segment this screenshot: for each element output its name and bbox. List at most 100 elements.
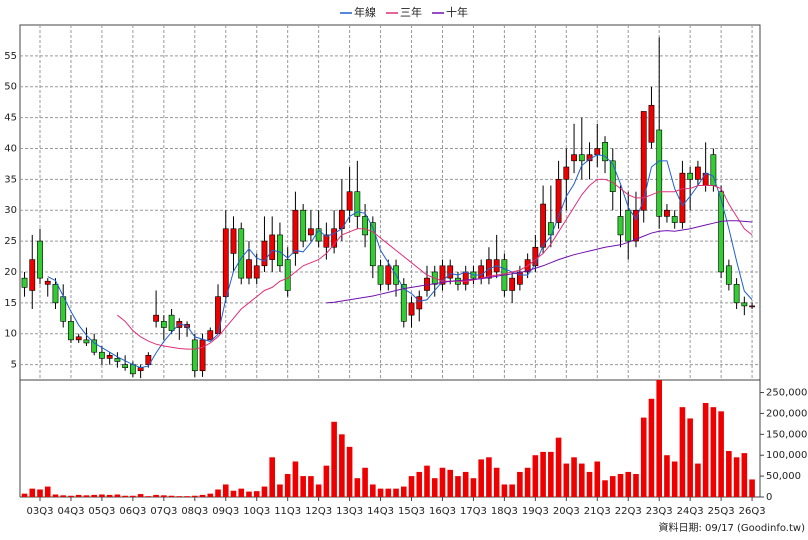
ma-line — [47, 154, 753, 369]
candle-body — [300, 209, 307, 242]
volume-bar — [161, 495, 167, 497]
volume-bar — [579, 463, 585, 497]
candle-body — [284, 259, 291, 291]
candle-body — [578, 154, 585, 162]
volume-bar — [37, 489, 43, 497]
volume-bar — [540, 451, 546, 497]
volume-bar — [323, 465, 330, 497]
volume-bar — [602, 480, 608, 497]
candle-body — [253, 265, 260, 279]
candle-body — [516, 271, 523, 285]
x-tick-label: 20Q3 — [553, 506, 580, 517]
volume-bar — [455, 476, 461, 497]
candle-body — [648, 104, 655, 143]
candle-body — [277, 234, 283, 267]
candle-body — [408, 302, 415, 316]
candle-body — [238, 228, 245, 279]
x-tick-label: 06Q3 — [119, 506, 146, 517]
y-tick-label: 250,000 — [766, 388, 807, 399]
candle-body — [563, 166, 570, 180]
candle-body — [52, 284, 59, 304]
candle-body — [246, 259, 252, 279]
volume-bar — [122, 495, 128, 497]
candle-body — [91, 339, 98, 353]
candle-body — [400, 284, 407, 322]
volume-bar — [215, 489, 221, 497]
volume-bar — [718, 411, 724, 497]
volume-bar — [300, 476, 306, 497]
volume-bar — [277, 484, 283, 497]
x-tick-label: 05Q3 — [88, 506, 115, 517]
volume-bar — [83, 495, 90, 497]
volume-bar — [253, 491, 260, 497]
volume-bar — [517, 471, 523, 497]
x-tick-label: 24Q3 — [677, 506, 704, 517]
candle-body — [447, 265, 454, 279]
candle-body — [191, 339, 198, 372]
x-tick-label: 17Q3 — [460, 506, 487, 517]
volume-bar — [114, 494, 121, 497]
volume-bar — [571, 457, 577, 497]
volume-bar — [362, 467, 368, 497]
volume-bar — [246, 491, 252, 497]
y-tick-label: 50,000 — [766, 471, 801, 482]
candle-body — [307, 228, 314, 236]
candle-body — [37, 240, 43, 279]
candle-body — [609, 160, 616, 192]
volume-bar — [462, 471, 469, 497]
y-tick-label: 35 — [4, 174, 17, 185]
legend-label: 十年 — [446, 5, 468, 19]
y-tick-label: 0 — [766, 492, 772, 503]
volume-bar — [439, 467, 446, 497]
volume-bar — [230, 490, 237, 497]
volume-bar — [633, 474, 639, 497]
candle-body — [671, 216, 678, 223]
y-tick-label: 10 — [4, 329, 17, 340]
volume-bar — [470, 478, 477, 497]
ma-line — [117, 178, 753, 350]
volume-bar — [370, 484, 376, 497]
candle-body — [261, 240, 268, 267]
candle-body — [129, 364, 136, 375]
candle-body — [145, 355, 152, 365]
volume-bar — [261, 486, 268, 497]
x-tick-label: 15Q3 — [398, 506, 425, 517]
volume-bar — [269, 457, 275, 497]
x-tick-label: 23Q3 — [646, 506, 673, 517]
candle-body — [625, 209, 632, 242]
volume-bar — [710, 407, 717, 497]
volume-bar — [609, 476, 616, 497]
candle-body — [106, 355, 113, 359]
legend-label: 三年 — [400, 5, 422, 19]
candle-body — [160, 321, 167, 328]
candle-body — [571, 154, 577, 162]
volume-bar — [431, 478, 438, 497]
candle-body — [532, 246, 539, 267]
candle-body — [664, 209, 670, 217]
candle-body — [694, 166, 701, 180]
candle-body — [369, 222, 376, 267]
x-tick-label: 26Q3 — [739, 506, 766, 517]
candle-body — [687, 172, 694, 180]
candle-body — [540, 203, 546, 248]
candle-body — [617, 216, 624, 236]
volume-bar — [625, 471, 632, 497]
volume-bar — [509, 484, 515, 497]
candle-body — [362, 216, 368, 236]
volume-bar — [222, 484, 229, 497]
volume-bar — [99, 494, 105, 497]
volume-bar — [292, 461, 299, 497]
candle-body — [44, 280, 51, 285]
candle-body — [509, 277, 516, 291]
volume-bar — [695, 463, 701, 497]
candle-body — [83, 339, 90, 344]
volume-bar — [726, 451, 732, 497]
volume-bar — [199, 494, 206, 497]
candle-body — [640, 111, 647, 211]
volume-bar — [168, 495, 175, 497]
candle-body — [222, 228, 229, 297]
y-tick-label: 150,000 — [766, 429, 807, 440]
price-frame — [19, 24, 761, 381]
volume-bar — [137, 494, 144, 497]
